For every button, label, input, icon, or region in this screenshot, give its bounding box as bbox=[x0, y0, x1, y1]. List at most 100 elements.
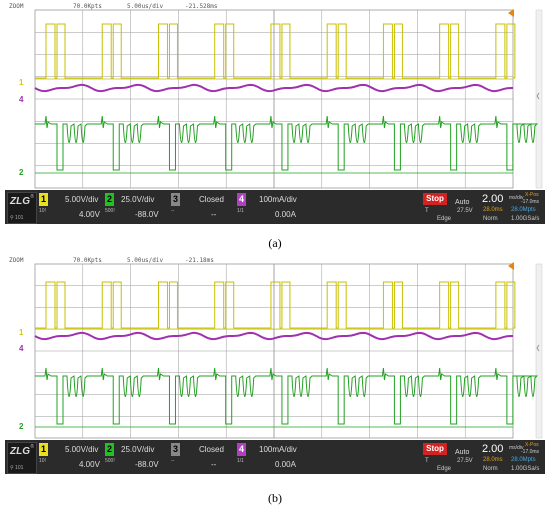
trigger-edge: Edge bbox=[437, 466, 452, 472]
channel-1-number: 1 bbox=[39, 193, 48, 206]
ch4-trace bbox=[34, 331, 513, 341]
ch1-trace bbox=[35, 23, 516, 79]
scope-screen: ZOOM 70.0Kpts 5.00us/div -21.528ms 1 4 2 bbox=[5, 2, 545, 190]
channel-1-box[interactable]: 1 10! 5.00V/div 4.00V bbox=[39, 443, 103, 471]
ch2-trace bbox=[35, 367, 539, 425]
sample-rate: 1.00GSa/s bbox=[511, 466, 540, 472]
timescale-value[interactable]: 2.00 bbox=[482, 193, 504, 205]
channel-2-number: 2 bbox=[105, 443, 114, 456]
channel-2-offset: -88.0V bbox=[135, 210, 159, 219]
scroll-arrow-icon bbox=[536, 344, 540, 352]
trigger-level: 27.5V bbox=[457, 458, 473, 464]
ch4-marker[interactable]: 4 bbox=[19, 95, 24, 104]
channel-4-offset: 0.00A bbox=[275, 460, 296, 469]
channel-4-probe: 1/1 bbox=[237, 208, 244, 214]
channel-4-number: 4 bbox=[237, 443, 246, 456]
sample-rate: 1.00GSa/s bbox=[511, 216, 540, 222]
timescale-unit: ms/div bbox=[509, 445, 524, 451]
ch2-marker[interactable]: 2 bbox=[19, 168, 24, 177]
waveform-display bbox=[34, 9, 543, 189]
memory-points: 28.0Mpts bbox=[511, 207, 536, 213]
delay-label: -21.528ms bbox=[185, 3, 218, 10]
scroll-arrow-icon bbox=[536, 92, 540, 100]
channel-3-offset: -- bbox=[211, 210, 217, 219]
points-label: 70.0Kpts bbox=[73, 257, 102, 264]
trigger-mode[interactable]: Auto bbox=[455, 449, 470, 456]
trigger-type: T bbox=[425, 208, 429, 214]
timescale-unit: ms/div bbox=[509, 195, 524, 201]
channel-4-probe: 1/1 bbox=[237, 458, 244, 464]
memory-time: 28.0ms bbox=[483, 207, 503, 213]
ch4-trace bbox=[34, 83, 513, 93]
channel-1-number: 1 bbox=[39, 443, 48, 456]
channel-1-offset: 4.00V bbox=[79, 210, 100, 219]
channel-3-scale: Closed bbox=[199, 445, 224, 454]
waveform-display bbox=[34, 263, 543, 439]
acquisition-mode: Norm bbox=[483, 466, 498, 472]
trigger-edge: Edge bbox=[437, 216, 452, 222]
timescale-value[interactable]: 2.00 bbox=[482, 443, 504, 455]
oscilloscope-a: ZOOM 70.0Kpts 5.00us/div -21.528ms 1 4 2… bbox=[5, 2, 545, 232]
channel-3-probe: -- bbox=[171, 208, 175, 214]
memory-time: 28.0ms bbox=[483, 457, 503, 463]
xpos-label: X-Pos bbox=[525, 192, 539, 198]
channel-1-scale: 5.00V/div bbox=[65, 445, 99, 454]
caption-a: (a) bbox=[268, 236, 282, 250]
trigger-mode[interactable]: Auto bbox=[455, 199, 470, 206]
channel-3-scale: Closed bbox=[199, 195, 224, 204]
control-panel: ZLG ® ⚲ 101 1 10! 5.00V/div 4.00V 2 500! 2… bbox=[5, 190, 545, 224]
run-stop-button[interactable]: Stop bbox=[423, 443, 447, 455]
channel-4-offset: 0.00A bbox=[275, 210, 296, 219]
delay-label: -21.18ms bbox=[185, 257, 214, 264]
channel-3-number: 3 bbox=[171, 443, 180, 456]
channel-4-scale: 100mA/div bbox=[259, 195, 297, 204]
channel-3-number: 3 bbox=[171, 193, 180, 206]
channel-2-box[interactable]: 2 500! 25.0V/div -88.0V bbox=[105, 193, 169, 221]
channel-4-box[interactable]: 4 1/1 100mA/div 0.00A bbox=[237, 443, 307, 471]
channel-3-box[interactable]: 3 -- Closed -- bbox=[171, 443, 235, 471]
channel-2-scale: 25.0V/div bbox=[121, 195, 155, 204]
channel-3-offset: -- bbox=[211, 460, 217, 469]
caption-b: (b) bbox=[268, 491, 282, 505]
oscilloscope-b: ZOOM 70.0Kpts 5.00us/div -21.18ms 1 4 2 … bbox=[5, 256, 545, 486]
xpos-label: X-Pos bbox=[525, 442, 539, 448]
channel-1-offset: 4.00V bbox=[79, 460, 100, 469]
control-panel: ZLG ® ⚲ 101 1 10! 5.00V/div 4.00V 2 500! 2… bbox=[5, 440, 545, 474]
zlg-logo-icon: ZLG ® ⚲ 101 bbox=[7, 442, 37, 474]
ch2-trace bbox=[35, 115, 539, 171]
channel-2-probe: 500! bbox=[105, 458, 115, 464]
channel-2-offset: -88.0V bbox=[135, 460, 159, 469]
zoom-label: ZOOM bbox=[9, 257, 24, 264]
timebase-label: 5.00us/div bbox=[127, 257, 164, 264]
zoom-label: ZOOM bbox=[9, 3, 24, 10]
run-stop-button[interactable]: Stop bbox=[423, 193, 447, 205]
channel-1-probe: 10! bbox=[39, 458, 46, 464]
ch2-marker[interactable]: 2 bbox=[19, 422, 24, 431]
channel-2-number: 2 bbox=[105, 193, 114, 206]
channel-1-box[interactable]: 1 10! 5.00V/div 4.00V bbox=[39, 193, 103, 221]
ch1-trace bbox=[35, 281, 516, 329]
channel-4-scale: 100mA/div bbox=[259, 445, 297, 454]
channel-4-box[interactable]: 4 1/1 100mA/div 0.00A bbox=[237, 193, 307, 221]
channel-4-number: 4 bbox=[237, 193, 246, 206]
memory-points: 28.0Mpts bbox=[511, 457, 536, 463]
trigger-level: 27.5V bbox=[457, 208, 473, 214]
xpos-value: -17.0ms bbox=[521, 199, 540, 205]
ch1-marker[interactable]: 1 bbox=[19, 328, 24, 337]
channel-1-scale: 5.00V/div bbox=[65, 195, 99, 204]
channel-2-scale: 25.0V/div bbox=[121, 445, 155, 454]
trigger-type: T bbox=[425, 458, 429, 464]
ch1-marker[interactable]: 1 bbox=[19, 78, 24, 87]
channel-3-box[interactable]: 3 -- Closed -- bbox=[171, 193, 235, 221]
points-label: 70.0Kpts bbox=[73, 3, 102, 10]
xpos-value: -17.0ms bbox=[521, 449, 540, 455]
channel-3-probe: -- bbox=[171, 458, 175, 464]
trigger-marker-icon[interactable] bbox=[508, 9, 514, 17]
zlg-logo-icon: ZLG ® ⚲ 101 bbox=[7, 192, 37, 224]
channel-1-probe: 10! bbox=[39, 208, 46, 214]
channel-2-box[interactable]: 2 500! 25.0V/div -88.0V bbox=[105, 443, 169, 471]
trigger-marker-icon[interactable] bbox=[508, 262, 514, 270]
ch4-marker[interactable]: 4 bbox=[19, 344, 24, 353]
scope-screen: ZOOM 70.0Kpts 5.00us/div -21.18ms 1 4 2 bbox=[5, 256, 545, 440]
timebase-label: 5.00us/div bbox=[127, 3, 164, 10]
